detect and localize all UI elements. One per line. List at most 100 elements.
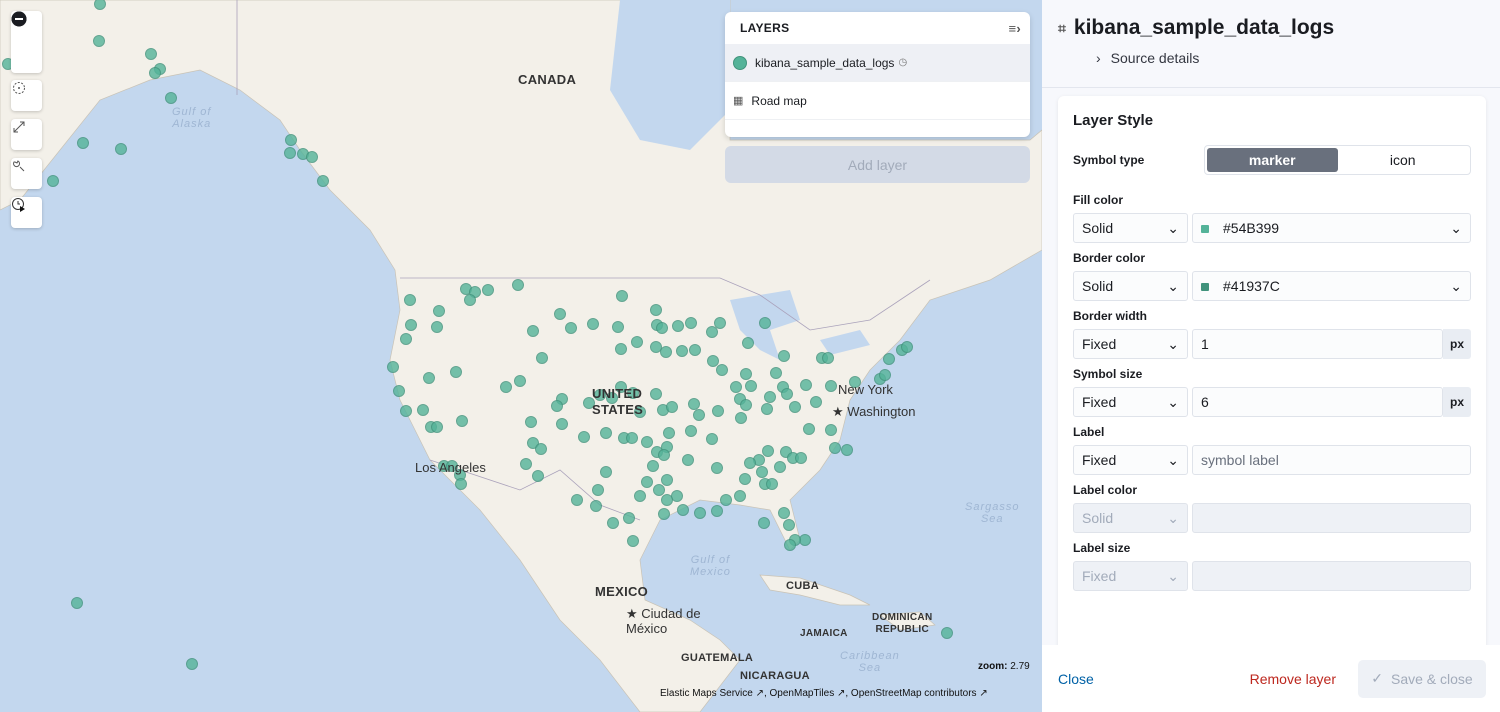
- set-view-button[interactable]: [11, 80, 42, 111]
- data-point-marker[interactable]: [525, 416, 537, 428]
- data-point-marker[interactable]: [693, 409, 705, 421]
- data-point-marker[interactable]: [115, 143, 127, 155]
- data-point-marker[interactable]: [433, 305, 445, 317]
- symbol-marker-button[interactable]: marker: [1207, 148, 1338, 172]
- data-point-marker[interactable]: [716, 364, 728, 376]
- data-point-marker[interactable]: [689, 344, 701, 356]
- data-point-marker[interactable]: [658, 449, 670, 461]
- data-point-marker[interactable]: [810, 396, 822, 408]
- data-point-marker[interactable]: [532, 470, 544, 482]
- data-point-marker[interactable]: [676, 345, 688, 357]
- data-point-marker[interactable]: [650, 304, 662, 316]
- data-point-marker[interactable]: [661, 494, 673, 506]
- data-point-marker[interactable]: [742, 337, 754, 349]
- data-point-marker[interactable]: [706, 433, 718, 445]
- data-point-marker[interactable]: [770, 367, 782, 379]
- data-point-marker[interactable]: [423, 372, 435, 384]
- data-point-marker[interactable]: [883, 353, 895, 365]
- data-point-marker[interactable]: [520, 458, 532, 470]
- data-point-marker[interactable]: [417, 404, 429, 416]
- data-point-marker[interactable]: [145, 48, 157, 60]
- label-size-mode-select[interactable]: Fixed ⌄: [1073, 561, 1188, 591]
- zoom-out-button[interactable]: [11, 11, 42, 73]
- data-point-marker[interactable]: [712, 405, 724, 417]
- data-point-marker[interactable]: [587, 318, 599, 330]
- data-point-marker[interactable]: [551, 400, 563, 412]
- data-point-marker[interactable]: [285, 134, 297, 146]
- attribution-osm[interactable]: OpenStreetMap contributors: [850, 688, 977, 699]
- data-point-marker[interactable]: [431, 321, 443, 333]
- data-point-marker[interactable]: [590, 500, 602, 512]
- fit-bounds-button[interactable]: [11, 119, 42, 150]
- data-point-marker[interactable]: [720, 494, 732, 506]
- data-point-marker[interactable]: [735, 412, 747, 424]
- add-layer-button[interactable]: Add layer: [725, 146, 1030, 183]
- border-width-mode-select[interactable]: Fixed ⌄: [1073, 329, 1188, 359]
- data-point-marker[interactable]: [682, 454, 694, 466]
- border-color-picker[interactable]: #41937C ⌄: [1192, 271, 1471, 301]
- data-point-marker[interactable]: [661, 474, 673, 486]
- data-point-marker[interactable]: [615, 381, 627, 393]
- data-point-marker[interactable]: [849, 376, 861, 388]
- data-point-marker[interactable]: [306, 151, 318, 163]
- layer-item-road-map[interactable]: ▦ Road map: [725, 82, 1030, 120]
- data-point-marker[interactable]: [744, 457, 756, 469]
- data-point-marker[interactable]: [149, 67, 161, 79]
- data-point-marker[interactable]: [431, 421, 443, 433]
- border-color-mode-select[interactable]: Solid ⌄: [1073, 271, 1188, 301]
- data-point-marker[interactable]: [565, 322, 577, 334]
- data-point-marker[interactable]: [186, 658, 198, 670]
- data-point-marker[interactable]: [612, 321, 624, 333]
- data-point-marker[interactable]: [594, 389, 606, 401]
- data-point-marker[interactable]: [456, 415, 468, 427]
- label-input[interactable]: symbol label: [1192, 445, 1471, 475]
- tools-button[interactable]: [11, 158, 42, 189]
- symbol-size-mode-select[interactable]: Fixed ⌄: [1073, 387, 1188, 417]
- data-point-marker[interactable]: [464, 294, 476, 306]
- label-color-mode-select[interactable]: Solid ⌄: [1073, 503, 1188, 533]
- data-point-marker[interactable]: [500, 381, 512, 393]
- label-size-input[interactable]: [1192, 561, 1471, 591]
- data-point-marker[interactable]: [688, 398, 700, 410]
- data-point-marker[interactable]: [756, 466, 768, 478]
- layer-item-logs[interactable]: kibana_sample_data_logs ◷: [725, 44, 1030, 82]
- data-point-marker[interactable]: [759, 317, 771, 329]
- data-point-marker[interactable]: [783, 519, 795, 531]
- label-color-picker[interactable]: [1192, 503, 1471, 533]
- fill-color-picker[interactable]: #54B399 ⌄: [1192, 213, 1471, 243]
- data-point-marker[interactable]: [623, 512, 635, 524]
- data-point-marker[interactable]: [784, 539, 796, 551]
- save-close-button[interactable]: ✓ Save & close: [1358, 659, 1486, 698]
- data-point-marker[interactable]: [77, 137, 89, 149]
- data-point-marker[interactable]: [393, 385, 405, 397]
- data-point-marker[interactable]: [47, 175, 59, 187]
- attribution-ems[interactable]: Elastic Maps Service: [660, 688, 753, 699]
- data-point-marker[interactable]: [778, 507, 790, 519]
- source-details-toggle[interactable]: › Source details: [1096, 50, 1484, 66]
- data-point-marker[interactable]: [626, 432, 638, 444]
- data-point-marker[interactable]: [803, 423, 815, 435]
- data-point-marker[interactable]: [841, 444, 853, 456]
- data-point-marker[interactable]: [730, 381, 742, 393]
- data-point-marker[interactable]: [583, 397, 595, 409]
- data-point-marker[interactable]: [825, 424, 837, 436]
- data-point-marker[interactable]: [666, 401, 678, 413]
- data-point-marker[interactable]: [482, 284, 494, 296]
- data-point-marker[interactable]: [514, 375, 526, 387]
- data-point-marker[interactable]: [761, 403, 773, 415]
- attribution-omt[interactable]: OpenMapTiles: [769, 688, 835, 699]
- data-point-marker[interactable]: [634, 406, 646, 418]
- data-point-marker[interactable]: [825, 380, 837, 392]
- data-point-marker[interactable]: [685, 425, 697, 437]
- collapse-layers-icon[interactable]: ≡›: [1008, 20, 1021, 36]
- data-point-marker[interactable]: [641, 436, 653, 448]
- data-point-marker[interactable]: [653, 484, 665, 496]
- data-point-marker[interactable]: [527, 325, 539, 337]
- close-button[interactable]: Close: [1058, 670, 1094, 687]
- data-point-marker[interactable]: [658, 508, 670, 520]
- symbol-icon-button[interactable]: icon: [1389, 152, 1416, 168]
- data-point-marker[interactable]: [317, 175, 329, 187]
- data-point-marker[interactable]: [764, 391, 776, 403]
- data-point-marker[interactable]: [554, 308, 566, 320]
- data-point-marker[interactable]: [592, 484, 604, 496]
